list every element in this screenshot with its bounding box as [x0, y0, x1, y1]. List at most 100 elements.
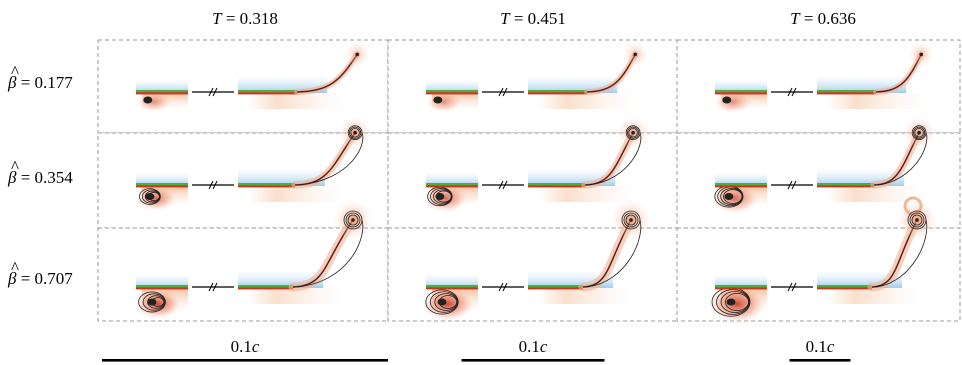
leading-edge-blue-field	[715, 79, 767, 93]
plate-leading-green	[426, 183, 478, 186]
leading-edge-blue-field	[136, 79, 188, 93]
axis-break-tick	[498, 180, 504, 190]
plate-trailing-green	[528, 183, 586, 186]
plate-trailing-red	[817, 92, 877, 95]
vortex-sheet-line	[586, 219, 642, 288]
axis-break-tick	[502, 180, 508, 190]
plate-trailing-red	[528, 287, 583, 290]
plate-trailing-red	[528, 185, 586, 188]
leading-edge-vortex-ring	[142, 293, 166, 311]
plate-leading-red	[136, 185, 188, 188]
leading-edge-vortex-core	[433, 96, 443, 104]
plate-leading-green	[426, 90, 478, 93]
plate-leading-red	[715, 287, 767, 290]
column-header-value: = 0.636	[800, 9, 856, 28]
leading-edge-vortex-ring	[434, 293, 458, 311]
leading-edge-vortex-ring	[716, 289, 750, 315]
plate-trailing-green	[817, 285, 872, 288]
column-header-1: T = 0.318	[212, 9, 278, 28]
plate-trailing-green	[817, 90, 877, 93]
plate-leading-red	[426, 287, 478, 290]
scale-bar-1: 0.1c	[102, 337, 388, 362]
axis-break-tick	[212, 180, 218, 190]
panel-r2-c1	[97, 116, 389, 229]
trailing-wake-field	[538, 186, 636, 202]
plate-trailing-green	[238, 183, 296, 186]
plate-leading-green	[715, 183, 767, 186]
trailing-vortex-ring	[909, 212, 925, 228]
leading-edge-vortex-ring	[720, 291, 750, 313]
trailing-vortex-core	[355, 52, 360, 57]
plate-trailing-green	[817, 183, 875, 186]
plate-trailing-red	[817, 287, 872, 290]
leading-edge-vortex-core	[722, 96, 732, 104]
plate-trailing-green	[528, 285, 583, 288]
plate-leading-red	[426, 92, 478, 95]
row-header-hat: ^	[11, 157, 19, 176]
scale-bar-3: 0.1c	[789, 337, 851, 362]
row-header-value: = 0.354	[16, 168, 73, 187]
trailing-vortex-core	[919, 52, 923, 57]
axis-break-tick	[498, 87, 504, 97]
plate-leading-green	[136, 183, 188, 186]
leading-edge-blue-field	[136, 172, 188, 186]
leading-edge-vortex-core	[726, 298, 736, 306]
plate-leading-red	[136, 287, 188, 290]
plate-leading-green	[426, 285, 478, 288]
scale-bar-label: 0.1c	[806, 337, 835, 356]
axis-break-tick	[208, 282, 214, 292]
trailing-vortex-core	[917, 130, 921, 135]
plate-leading-red	[715, 92, 767, 95]
plate-leading-red	[426, 185, 478, 188]
leading-edge-blue-field	[426, 274, 478, 288]
row-header-hat: ^	[11, 258, 19, 277]
scale-bar-unit: c	[827, 337, 835, 356]
scale-bar-2: 0.1c	[461, 337, 605, 362]
panel-r3-c1	[97, 200, 389, 322]
leading-edge-vortex-glow	[423, 184, 469, 213]
column-header-symbol: T	[500, 9, 511, 28]
trailing-vortex-core	[351, 218, 355, 222]
trailing-vortex-ring	[911, 214, 923, 226]
leading-edge-vortex-glow	[713, 90, 752, 114]
scale-bar-number: 0.1	[519, 337, 540, 356]
trailing-vortex-core	[915, 218, 919, 222]
column-header-symbol: T	[790, 9, 801, 28]
trailing-wake-field	[248, 93, 348, 109]
plate-trailing-green	[238, 285, 293, 288]
axis-break-tick	[791, 180, 797, 190]
leading-edge-vortex-core	[147, 298, 157, 306]
leading-edge-vortex-ring	[723, 189, 743, 204]
trailing-wake-field	[538, 93, 638, 109]
vortex-sheet-line	[296, 219, 364, 288]
leading-edge-blue-field	[426, 79, 478, 93]
leading-edge-vortex-glow	[425, 91, 463, 113]
leading-edge-blue-field	[136, 274, 188, 288]
leading-edge-vortex-ring	[138, 291, 166, 313]
leading-edge-blue-field	[715, 274, 767, 288]
trailing-vortex-core	[629, 218, 633, 222]
axis-break-tick	[791, 282, 797, 292]
trailing-vortex-ring	[349, 126, 362, 139]
row-header-symbol: β	[7, 73, 17, 92]
leading-edge-vortex-ring	[725, 292, 749, 312]
plate-trailing-red	[528, 92, 588, 95]
scale-bar-label: 0.1c	[519, 337, 548, 356]
vortex-sheet-line	[875, 219, 928, 288]
trailing-wake-field	[538, 288, 633, 304]
plate-trailing-red	[238, 92, 298, 95]
leading-edge-vortex-core	[437, 298, 447, 306]
scale-bar-label: 0.1c	[231, 337, 260, 356]
plate-leading-green	[715, 285, 767, 288]
plate-leading-red	[136, 92, 188, 95]
leading-edge-vortex-core	[724, 193, 734, 200]
plate-trailing-red	[238, 185, 296, 188]
trailing-vortex-ring	[625, 125, 641, 140]
leading-edge-vortex-core	[435, 193, 445, 200]
trailing-vortex-ring	[911, 125, 927, 140]
panel-r1-c1	[97, 39, 389, 134]
leading-edge-vortex-glow	[135, 186, 177, 211]
row-header-symbol: β	[7, 269, 17, 288]
trailing-vortex-core	[633, 52, 637, 57]
trailing-wake-field	[827, 288, 922, 304]
